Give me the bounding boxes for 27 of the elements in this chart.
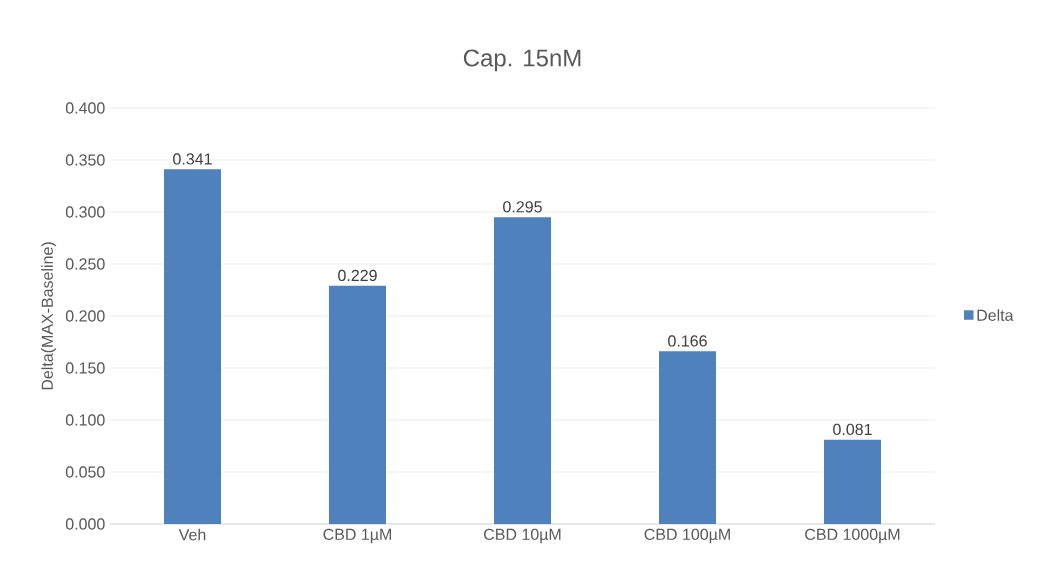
bar	[494, 217, 551, 524]
legend-label: Delta	[977, 309, 1014, 321]
y-tick-label: 0.250	[65, 258, 105, 270]
x-tick-label: CBD 1µM	[323, 528, 391, 544]
bar	[329, 285, 387, 524]
y-tick-label: 0.050	[65, 466, 105, 478]
y-tick-label: 0.300	[65, 206, 105, 218]
data-label: 0.081	[833, 423, 872, 436]
data-label: 0.229	[338, 269, 377, 282]
y-tick-label: 0.350	[65, 154, 105, 166]
y-tick-label: 0.400	[65, 102, 105, 114]
chart-title: Cap. 15nM	[463, 49, 581, 72]
data-label: 0.166	[668, 335, 707, 347]
y-axis-title: Delta(MAX-Baseline)	[41, 242, 57, 390]
y-tick-label: 0.200	[65, 310, 105, 322]
x-tick-label: CBD 1000µM	[805, 528, 900, 544]
x-tick-label: CBD 10µM	[484, 528, 561, 544]
bar	[659, 351, 716, 524]
data-label: 0.295	[503, 201, 542, 213]
bar	[164, 169, 222, 524]
y-tick-label: 0.100	[65, 414, 105, 426]
y-tick-label: 0.000	[65, 518, 105, 530]
x-tick-label: Veh	[178, 528, 206, 541]
x-tick-label: CBD 100µM	[644, 528, 730, 544]
data-label: 0.341	[173, 153, 212, 165]
bar	[824, 439, 881, 524]
y-tick-label: 0.150	[65, 362, 105, 374]
